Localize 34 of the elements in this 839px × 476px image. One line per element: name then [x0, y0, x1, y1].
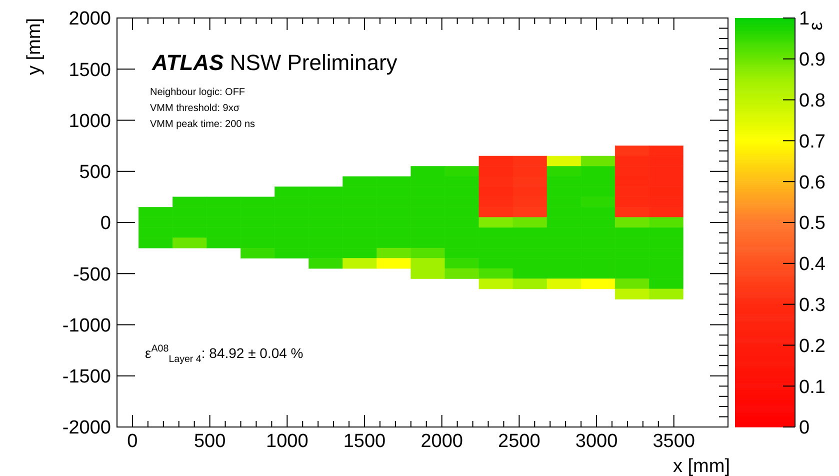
- x-tick-label: 3500: [652, 431, 695, 452]
- y-tick-label: -2000: [62, 418, 111, 439]
- annotation: VMM peak time: 200 ns: [150, 119, 256, 130]
- x-tick-label: 2500: [498, 431, 540, 452]
- color-bar-label: 0.4: [799, 254, 826, 276]
- x-tick-label: 1000: [266, 431, 308, 452]
- y-tick-label: 1000: [68, 110, 111, 132]
- x-tick-label: 1500: [343, 431, 386, 452]
- color-bar-label: 0.9: [799, 50, 826, 71]
- annotation: Neighbour logic: OFF: [150, 87, 246, 98]
- color-bar-label: 0.5: [799, 213, 826, 234]
- annotation: VMM threshold: 9xσ: [150, 103, 240, 114]
- y-tick-label: -1500: [62, 366, 111, 388]
- color-bar-label: 0.1: [799, 376, 826, 398]
- color-bar-label: 0.7: [799, 131, 826, 152]
- color-bar-label: 0.2: [799, 336, 826, 357]
- text: ATLAS NSW Preliminary: [151, 50, 398, 75]
- x-axis-title: x [mm]: [673, 456, 730, 476]
- x-tick-label: 2000: [420, 431, 463, 452]
- x-tick-label: 500: [194, 431, 226, 452]
- color-bar-label: 0.8: [799, 90, 826, 112]
- y-tick-label: 2000: [68, 8, 111, 30]
- y-tick-label: -1000: [62, 315, 111, 336]
- y-tick-label: -500: [72, 264, 111, 286]
- x-tick-label: 0: [127, 431, 138, 452]
- y-tick-label: 0: [100, 213, 111, 234]
- y-tick-label: 1500: [68, 60, 111, 81]
- y-tick-label: 500: [79, 162, 111, 184]
- y-axis-title: y [mm]: [24, 18, 45, 75]
- color-bar-label: 0.3: [799, 294, 826, 316]
- color-bar-label: 0: [799, 418, 810, 439]
- color-bar-label: 0.6: [799, 172, 826, 194]
- annotation: ε$^{A08}$$_{Layer 4}$: 84.92 ± 0.04 %: [145, 344, 304, 366]
- x-tick-label: 3000: [575, 431, 618, 452]
